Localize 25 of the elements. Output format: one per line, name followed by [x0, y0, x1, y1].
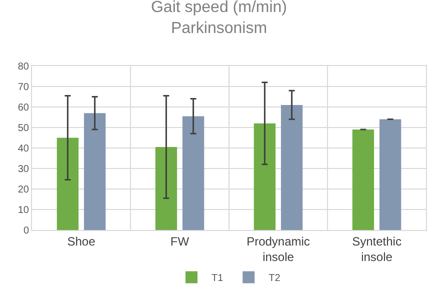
- y-tick-label: 10: [18, 205, 30, 216]
- y-tick-label: 0: [23, 226, 30, 236]
- x-tick-label: Prodynamic insole: [246, 234, 310, 264]
- y-tick-label: 50: [18, 123, 30, 134]
- x-tick-label: Shoe: [67, 234, 96, 248]
- legend-label: T1: [212, 273, 224, 284]
- y-tick-label: 30: [18, 164, 30, 175]
- legend-label: T2: [268, 273, 281, 284]
- y-tick-label: 60: [18, 102, 30, 114]
- bar: [280, 104, 303, 230]
- y-tick-label: 70: [18, 82, 30, 93]
- y-tick-label: 40: [18, 144, 30, 154]
- bar: [84, 113, 106, 230]
- y-tick-label: 80: [18, 62, 30, 72]
- y-tick-label: 20: [18, 184, 30, 196]
- chart-subtitle: Parkinsonism: [170, 20, 268, 37]
- chart-title: Gait speed (m/min): [150, 0, 288, 16]
- bar: [182, 116, 204, 230]
- bar: [56, 138, 79, 230]
- bar: [379, 119, 402, 230]
- x-tick-label: FW: [170, 234, 190, 248]
- bar: [352, 130, 374, 230]
- x-tick-label: Syntethic insole: [352, 234, 402, 264]
- bar: [155, 146, 178, 230]
- bar: [254, 123, 276, 230]
